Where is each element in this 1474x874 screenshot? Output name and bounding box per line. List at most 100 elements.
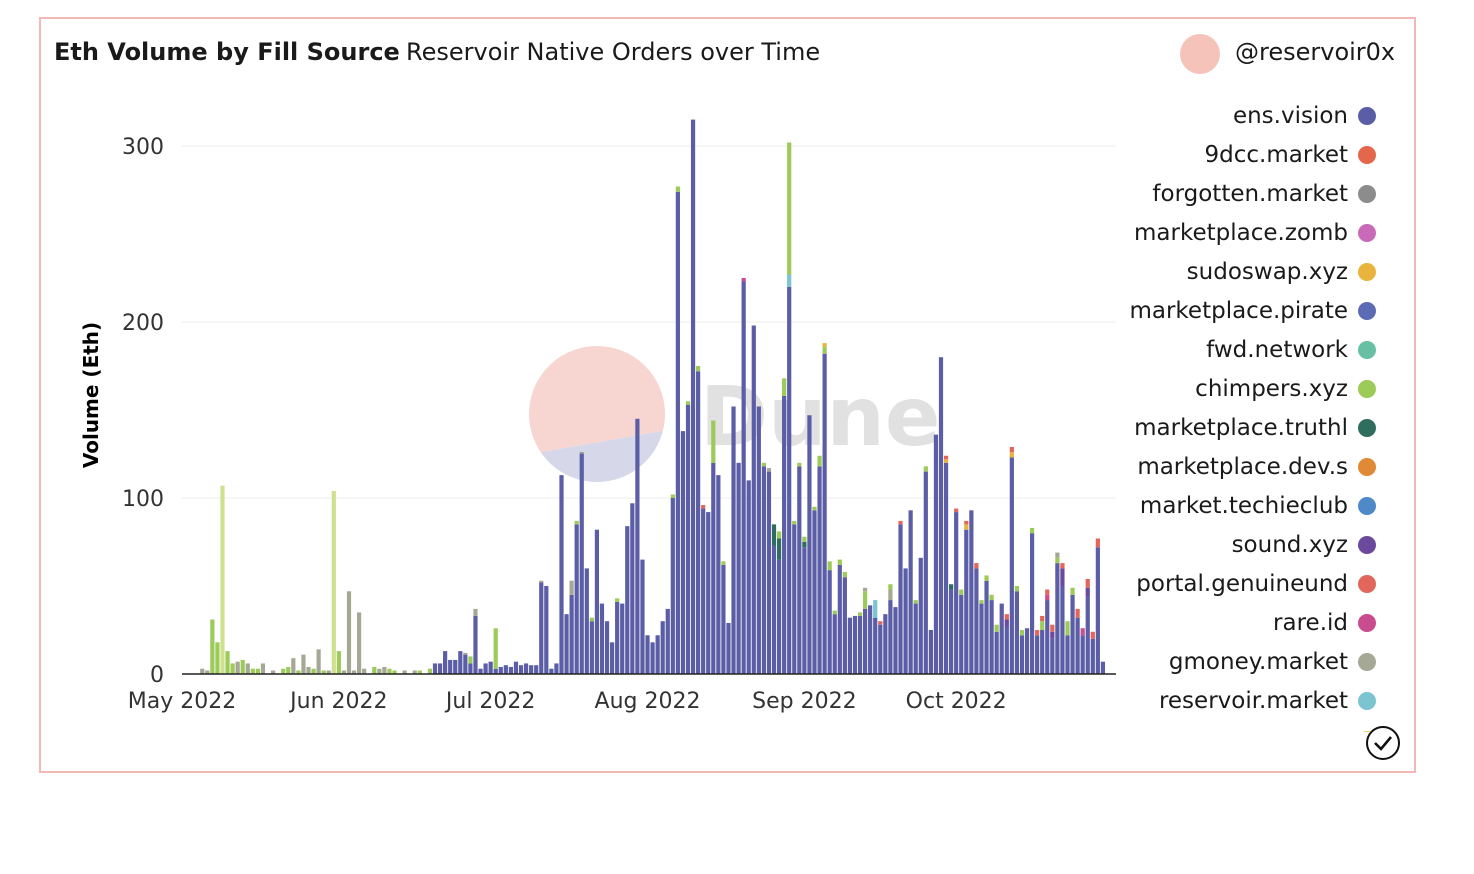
bar-segment[interactable] — [797, 466, 802, 674]
bar-segment[interactable] — [569, 594, 574, 674]
bar-segment[interactable] — [1009, 446, 1014, 453]
bar-segment[interactable] — [635, 418, 640, 674]
bar-segment[interactable] — [696, 371, 701, 674]
bar-segment[interactable] — [913, 603, 918, 674]
bar-segment[interactable] — [1050, 638, 1055, 674]
bar-segment[interactable] — [802, 547, 807, 674]
bar-segment[interactable] — [974, 568, 979, 674]
bar-segment[interactable] — [1070, 587, 1075, 595]
bar-segment[interactable] — [994, 624, 999, 632]
bar-segment[interactable] — [943, 459, 949, 463]
bar-segment[interactable] — [863, 587, 868, 592]
bar-segment[interactable] — [311, 668, 316, 674]
legend-item[interactable]: 9dcc.market — [1120, 139, 1382, 178]
bar-segment[interactable] — [873, 617, 878, 674]
bar-segment[interactable] — [255, 668, 260, 674]
bar-segment[interactable] — [377, 668, 382, 674]
legend-item[interactable]: market.techieclub — [1120, 490, 1382, 529]
bar-segment[interactable] — [326, 670, 331, 674]
bar-segment[interactable] — [432, 663, 438, 674]
bar-segment[interactable] — [1080, 635, 1085, 674]
bar-segment[interactable] — [776, 538, 782, 560]
bar-segment[interactable] — [1100, 661, 1106, 674]
bar-segment[interactable] — [579, 454, 584, 674]
bar-segment[interactable] — [711, 462, 716, 674]
bar-segment[interactable] — [857, 615, 863, 674]
bar-segment[interactable] — [1045, 589, 1050, 595]
bar-segment[interactable] — [225, 651, 230, 674]
bar-segment[interactable] — [620, 603, 625, 674]
check-circle-icon[interactable] — [1366, 726, 1400, 760]
bar-segment[interactable] — [868, 605, 873, 674]
bar-segment[interactable] — [665, 608, 670, 674]
bar-segment[interactable] — [1095, 538, 1100, 548]
bar-segment[interactable] — [1004, 619, 1009, 627]
bar-segment[interactable] — [523, 663, 529, 674]
bar-segment[interactable] — [959, 594, 964, 674]
bar-segment[interactable] — [787, 142, 792, 275]
legend-item[interactable]: portal.genuineund — [1120, 568, 1382, 607]
bar-segment[interactable] — [675, 186, 680, 192]
bar-segment[interactable] — [316, 649, 321, 674]
bar-segment[interactable] — [483, 663, 488, 674]
bar-segment[interactable] — [468, 663, 473, 674]
bar-segment[interactable] — [291, 658, 296, 674]
bar-segment[interactable] — [954, 512, 959, 674]
bar-segment[interactable] — [857, 612, 863, 616]
bar-segment[interactable] — [1019, 635, 1025, 674]
bar-segment[interactable] — [959, 589, 964, 595]
bar-segment[interactable] — [989, 594, 994, 601]
bar-segment[interactable] — [842, 571, 847, 578]
bar-segment[interactable] — [979, 603, 984, 674]
bar-segment[interactable] — [1014, 591, 1019, 674]
bar-segment[interactable] — [822, 346, 827, 354]
bar-segment[interactable] — [498, 666, 503, 674]
bar-segment[interactable] — [706, 512, 711, 674]
bar-segment[interactable] — [539, 582, 544, 674]
bar-segment[interactable] — [989, 600, 994, 674]
bar-segment[interactable] — [721, 561, 726, 565]
legend-item[interactable]: ens.vision — [1120, 100, 1382, 139]
bar-segment[interactable] — [569, 580, 574, 595]
bar-segment[interactable] — [1070, 594, 1075, 674]
bar-segment[interactable] — [1065, 621, 1070, 636]
bar-segment[interactable] — [235, 661, 240, 674]
bar-segment[interactable] — [301, 654, 306, 674]
bar-segment[interactable] — [650, 642, 655, 674]
bar-segment[interactable] — [417, 670, 422, 674]
bar-segment[interactable] — [615, 598, 620, 602]
bar-segment[interactable] — [341, 670, 347, 674]
bar-segment[interactable] — [822, 343, 827, 347]
bar-segment[interactable] — [1055, 563, 1060, 674]
bar-segment[interactable] — [999, 603, 1004, 674]
bar-segment[interactable] — [928, 630, 933, 674]
legend-item[interactable]: rare.id — [1120, 607, 1382, 646]
bar-segment[interactable] — [837, 559, 842, 565]
bar-segment[interactable] — [594, 529, 600, 674]
bar-segment[interactable] — [847, 617, 853, 674]
bar-segment[interactable] — [630, 503, 635, 674]
bar-segment[interactable] — [1085, 596, 1090, 674]
legend-item[interactable]: marketplace.dev.s — [1120, 451, 1382, 490]
bar-segment[interactable] — [913, 600, 918, 604]
bar-segment[interactable] — [832, 614, 837, 674]
bar-segment[interactable] — [812, 510, 817, 674]
legend-item[interactable]: marketplace.truthl — [1120, 412, 1382, 451]
bar-segment[interactable] — [589, 617, 594, 622]
bar-segment[interactable] — [741, 278, 746, 282]
bar-segment[interactable] — [964, 520, 969, 525]
bar-segment[interactable] — [230, 663, 235, 674]
bar-segment[interactable] — [660, 621, 665, 674]
bar-segment[interactable] — [949, 584, 954, 590]
bar-segment[interactable] — [1035, 630, 1040, 636]
bar-segment[interactable] — [878, 624, 883, 674]
bar-segment[interactable] — [549, 668, 554, 674]
bar-segment[interactable] — [827, 570, 832, 674]
bar-segment[interactable] — [655, 635, 660, 674]
bar-segment[interactable] — [362, 668, 367, 674]
bar-segment[interactable] — [200, 668, 205, 674]
bar-segment[interactable] — [281, 668, 286, 674]
bar-segment[interactable] — [610, 642, 615, 674]
bar-segment[interactable] — [579, 452, 584, 454]
bar-segment[interactable] — [473, 615, 478, 674]
